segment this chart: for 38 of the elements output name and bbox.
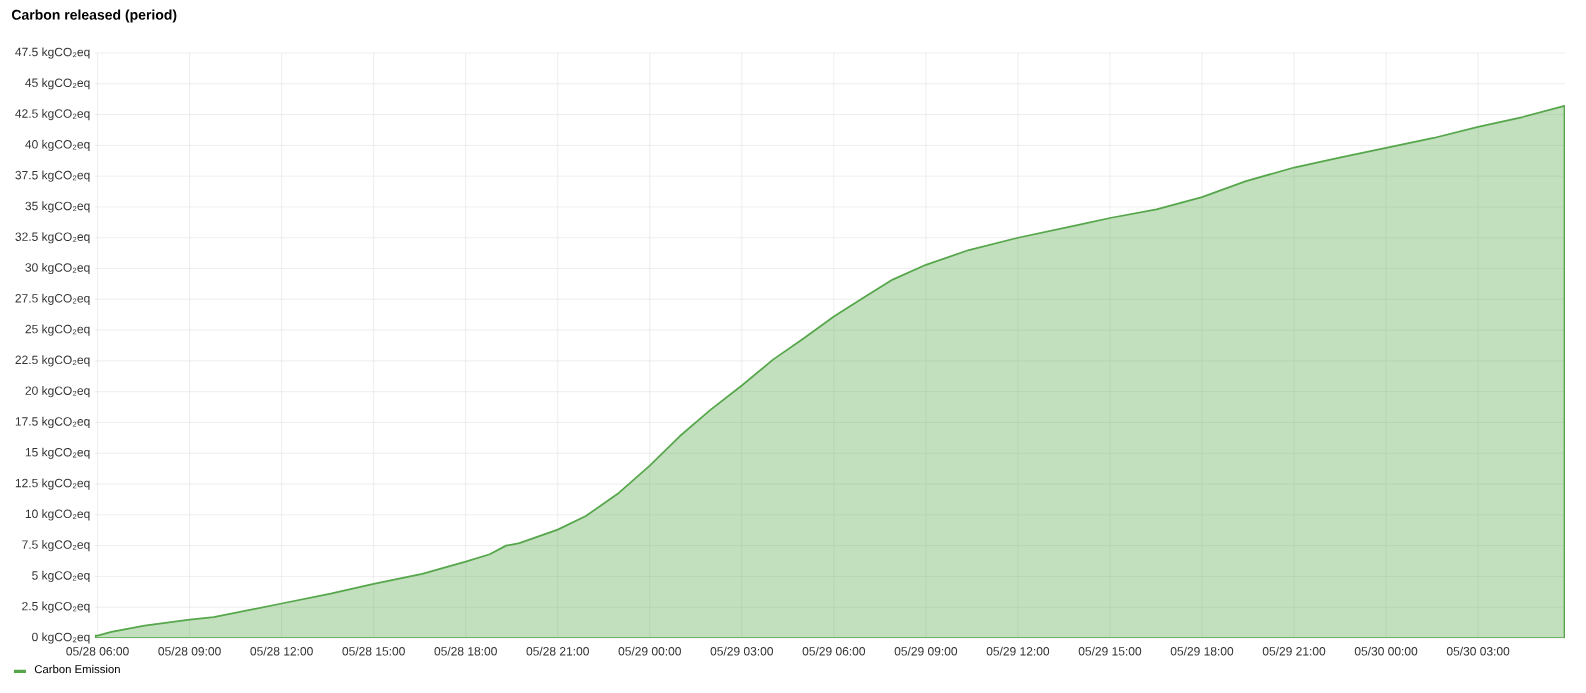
x-tick-label: 05/28 21:00 (526, 646, 589, 656)
x-tick-label: 05/29 18:00 (1170, 646, 1234, 656)
x-tick-label: 05/30 00:00 (1354, 646, 1418, 656)
y-tick-label: 30 kgCO₂eq (25, 262, 90, 275)
y-tick-label: 35 kgCO₂eq (25, 201, 90, 213)
y-tick-label: 25 kgCO₂eq (25, 324, 90, 336)
x-tick-label: 05/28 06:00 (66, 646, 129, 656)
y-tick-label: 22.5 kgCO₂eq (15, 355, 90, 367)
x-tick-label: 05/29 15:00 (1078, 646, 1142, 656)
y-tick-label: 12.5 kgCO₂eq (15, 478, 90, 490)
x-tick-label: 05/28 18:00 (434, 646, 497, 656)
x-tick-label: 05/29 12:00 (986, 646, 1050, 656)
y-tick-label: 42.5 kgCO₂eq (15, 108, 90, 121)
y-tick-label: 27.5 kgCO₂eq (15, 293, 90, 305)
x-tick-label: 05/29 06:00 (802, 646, 866, 656)
y-tick-label: 10 kgCO₂eq (25, 509, 90, 521)
y-tick-label: 37.5 kgCO₂eq (15, 170, 90, 182)
x-tick-label: 05/29 00:00 (618, 646, 681, 656)
y-tick-label: 20 kgCO₂eq (25, 386, 90, 398)
x-tick-label: 05/29 21:00 (1262, 646, 1326, 656)
y-tick-label: 7.5 kgCO₂eq (22, 540, 90, 552)
y-tick-label: 15 kgCO₂eq (25, 447, 90, 459)
legend-label: Carbon Emission (34, 664, 120, 674)
y-tick-label: 0 kgCO₂eq (32, 632, 90, 644)
x-tick-label: 05/28 15:00 (342, 646, 405, 656)
y-tick-label: 45 kgCO₂eq (25, 78, 90, 90)
x-tick-label: 05/28 09:00 (158, 646, 221, 656)
y-tick-label: 47.5 kgCO₂eq (15, 47, 90, 59)
y-tick-label: 5 kgCO₂eq (32, 570, 90, 583)
chart-title: Carbon released (period) (11, 9, 177, 23)
y-tick-label: 32.5 kgCO₂eq (15, 232, 90, 244)
x-tick-label: 05/29 09:00 (894, 646, 958, 656)
x-tick-label: 05/28 12:00 (250, 646, 313, 656)
y-tick-label: 17.5 kgCO₂eq (15, 416, 90, 429)
y-tick-label: 40 kgCO₂eq (25, 139, 90, 151)
y-tick-label: 2.5 kgCO₂eq (22, 601, 90, 613)
x-tick-label: 05/30 03:00 (1446, 646, 1510, 656)
x-tick-label: 05/29 03:00 (710, 646, 774, 656)
